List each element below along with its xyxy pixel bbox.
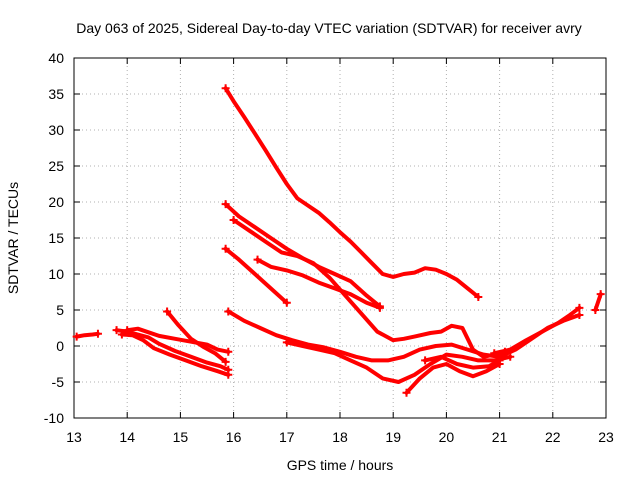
x-tick-label: 19 [385, 429, 401, 445]
grid-lines [74, 58, 606, 418]
series-point-marker [474, 293, 483, 302]
series-point-marker [112, 326, 121, 335]
y-tick-label: 0 [56, 338, 64, 354]
series-point-marker [490, 349, 499, 358]
x-tick-label: 16 [226, 429, 242, 445]
y-tick-label: -5 [52, 374, 65, 390]
y-tick-label: 15 [48, 230, 64, 246]
series-line-arc-j [223, 246, 289, 305]
series-point-marker [495, 352, 504, 361]
series-point-marker [282, 338, 291, 347]
series-point-marker [93, 329, 102, 338]
series-point-marker [163, 307, 172, 316]
series-point-marker [117, 330, 126, 339]
x-tick-label: 22 [545, 429, 561, 445]
x-tick-label: 15 [173, 429, 189, 445]
series-line-arc-l [284, 340, 513, 384]
series-line-arc-f [223, 86, 481, 299]
series-line-arc-e [165, 309, 228, 364]
series-point-marker [224, 307, 233, 316]
y-tick-label: -10 [44, 410, 64, 426]
series-line-arc-h [255, 257, 382, 310]
x-tick-label: 18 [332, 429, 348, 445]
series-point-marker [282, 298, 291, 307]
x-axis-label: GPS time / hours [287, 457, 394, 473]
series-point-marker [591, 306, 600, 314]
y-tick-label: 35 [48, 86, 64, 102]
x-tick-label: 17 [279, 429, 295, 445]
y-tick-label: 25 [48, 158, 64, 174]
y-tick-label: 10 [48, 266, 64, 282]
series-line-arc-m [404, 362, 502, 395]
series-point-marker [221, 84, 230, 93]
data-series [72, 84, 605, 397]
series-point-marker [123, 326, 132, 335]
series-point-marker [575, 311, 584, 320]
y-tick-label: 40 [48, 50, 64, 66]
x-tick-label: 21 [492, 429, 508, 445]
series-line-arc-b [114, 328, 231, 372]
series-line-arc-p [497, 313, 582, 359]
y-tick-label: 20 [48, 194, 64, 210]
series-point-marker [253, 255, 262, 264]
series-line-arc-i [231, 218, 507, 359]
chart-title: Day 063 of 2025, Sidereal Day-to-day VTE… [76, 20, 582, 36]
y-axis-label: SDTVAR / TECUs [5, 182, 21, 294]
series-point-marker [229, 216, 238, 224]
series-point-marker [72, 332, 81, 341]
x-tick-label: 20 [439, 429, 455, 445]
series-point-marker [402, 388, 411, 397]
series-point-marker [221, 244, 230, 253]
series-point-marker [375, 303, 384, 312]
series-point-marker [221, 200, 230, 209]
series-line-arc-k [226, 309, 502, 363]
axis-ticks: 13 14 15 16 17 18 19 20 21 22 23 -10 -5 0 5 10 15 20 25 30 3… [44, 50, 614, 445]
series-point-marker [575, 303, 584, 312]
series-point-marker [596, 290, 605, 299]
series-line-arc-n [423, 354, 502, 370]
series-point-marker [221, 357, 230, 366]
x-tick-label: 13 [66, 429, 82, 445]
series-point-marker [224, 347, 233, 356]
series-line-arc-c [119, 332, 231, 377]
series-point-marker [421, 356, 430, 365]
x-tick-label: 23 [598, 429, 614, 445]
x-tick-label: 14 [119, 429, 135, 445]
series-line-arc-d [125, 326, 231, 354]
series-point-marker [224, 370, 233, 379]
y-tick-label: 30 [48, 122, 64, 138]
y-tick-label: 5 [56, 302, 64, 318]
